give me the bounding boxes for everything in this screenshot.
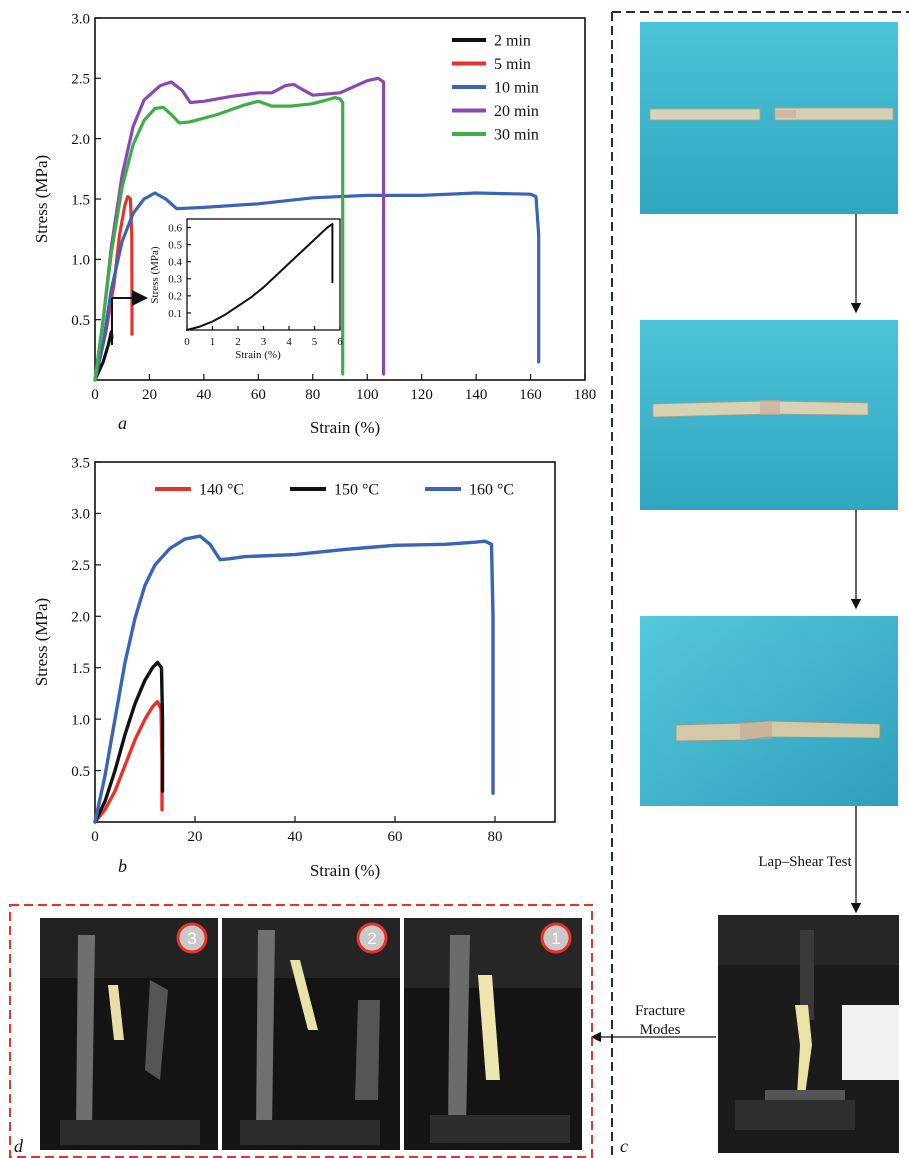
- legend-label: 2 min: [494, 33, 531, 50]
- legend-label: 20 min: [494, 103, 539, 120]
- y-tick-label: 3.0: [71, 11, 90, 27]
- legend-label: 30 min: [494, 127, 539, 144]
- chart-a-xlabel: Strain (%): [310, 418, 380, 437]
- x-tick-label: 5: [312, 336, 318, 348]
- x-tick-label: 2: [235, 336, 241, 348]
- panel-label-b: b: [118, 856, 127, 876]
- inset-ylabel: Stress (MPa): [149, 246, 161, 303]
- y-tick-label: 0.5: [168, 239, 182, 251]
- legend-label: 5 min: [494, 56, 531, 73]
- y-tick-label: 1.0: [71, 253, 90, 269]
- panel-label-a: a: [118, 413, 127, 433]
- chart-b-lines: [93, 534, 495, 824]
- chart-a-lines: [93, 76, 541, 382]
- svg-text:2: 2: [367, 929, 376, 948]
- y-tick-label: 0.2: [168, 291, 182, 303]
- legend-label: 10 min: [494, 80, 539, 97]
- series-line-20-min: [93, 76, 386, 382]
- series-line-30-min: [93, 96, 345, 382]
- y-tick-label: 0.4: [168, 257, 182, 269]
- chart-b-ticks: 0 20 40 60 80 0.5 1.0 1.5 2.0 2.5 3.0 3.5: [71, 455, 502, 845]
- x-tick-label: 20: [188, 829, 203, 845]
- x-tick-label: 0: [91, 829, 99, 845]
- x-tick-label: 20: [142, 387, 157, 403]
- y-tick-label: 2.5: [71, 558, 90, 574]
- x-tick-label: 160: [519, 387, 542, 403]
- y-tick-label: 1.0: [71, 712, 90, 728]
- inset-xlabel: Strain (%): [235, 349, 281, 361]
- x-tick-label: 120: [410, 387, 433, 403]
- fracture-photo-2: [222, 918, 400, 1150]
- photo-bonded-strips: [640, 616, 898, 806]
- step-badge-1: 1: [540, 922, 572, 954]
- panel-d: 3 2 1 d: [9, 904, 593, 1158]
- x-tick-label: 1: [210, 336, 216, 348]
- legend-label: 150 °C: [334, 482, 379, 499]
- chart-a-ticks: 0 20 40 60 80 100 120 140 160 1800.51.01.52.02.53…: [71, 11, 596, 403]
- photo-separated-strips: [640, 22, 898, 214]
- chart-b: 0 20 40 60 80 0.5 1.0 1.5 2.0 2.5 3.0 3.5 140 °C 150…: [32, 455, 556, 880]
- svg-text:3: 3: [187, 929, 196, 948]
- x-tick-label: 6: [337, 336, 343, 348]
- x-tick-label: 140: [465, 387, 488, 403]
- chart-a-ylabel: Stress (MPa): [32, 155, 51, 243]
- photo-test-machine: [718, 915, 899, 1153]
- chart-a: 0 20 40 60 80 100 120 140 160 1800.51.01.52.02.53…: [32, 11, 596, 437]
- x-tick-label: 60: [251, 387, 266, 403]
- chart-b-frame: [94, 461, 556, 823]
- x-tick-label: 60: [388, 829, 403, 845]
- y-tick-label: 1.5: [71, 661, 90, 677]
- legend-label: 140 °C: [199, 482, 244, 499]
- panel-label-d: d: [14, 1136, 24, 1156]
- panel-label-c: c: [620, 1136, 628, 1156]
- x-tick-label: 180: [574, 387, 597, 403]
- x-tick-label: 0: [184, 336, 190, 348]
- y-tick-label: 3.5: [71, 455, 90, 471]
- y-tick-label: 3.0: [71, 507, 90, 523]
- fracture-label-line2: Modes: [640, 1022, 681, 1038]
- series-line-10-min: [93, 191, 541, 382]
- x-tick-label: 4: [286, 336, 292, 348]
- step-badge-3: 3: [176, 922, 208, 954]
- inset-lines: [186, 223, 334, 331]
- y-tick-label: 2.5: [71, 72, 90, 88]
- x-tick-label: 0: [91, 387, 99, 403]
- chart-b-xlabel: Strain (%): [310, 861, 380, 880]
- lap-shear-label: Lap–Shear Test: [758, 854, 852, 870]
- svg-text:1: 1: [551, 929, 560, 948]
- y-tick-label: 2.0: [71, 132, 90, 148]
- x-tick-label: 40: [288, 829, 303, 845]
- y-tick-label: 0.3: [168, 274, 182, 286]
- y-tick-label: 0.1: [168, 308, 182, 320]
- chart-b-legend: 140 °C 150 °C 160 °C: [155, 482, 514, 499]
- series-line-150-c: [93, 660, 165, 824]
- x-tick-label: 80: [305, 387, 320, 403]
- series-line-2-min: [186, 223, 334, 331]
- panel-d-dashed-border: [9, 904, 593, 1158]
- panel-c: Lap–Shear Test Fracture Modes c: [590, 11, 909, 1158]
- y-tick-label: 1.5: [71, 192, 90, 208]
- x-tick-label: 100: [356, 387, 379, 403]
- step-badge-2: 2: [356, 922, 388, 954]
- chart-a-legend: 2 min 5 min 10 min 20 min 30 min: [452, 33, 539, 144]
- y-tick-label: 0.6: [168, 222, 182, 234]
- fracture-label-line1: Fracture: [635, 1003, 685, 1019]
- chart-b-ylabel: Stress (MPa): [32, 598, 51, 686]
- photo-overlapped-strips: [640, 320, 898, 510]
- x-tick-label: 3: [261, 336, 267, 348]
- y-tick-label: 0.5: [71, 764, 90, 780]
- x-tick-label: 40: [196, 387, 211, 403]
- x-tick-label: 80: [488, 829, 503, 845]
- legend-label: 160 °C: [469, 482, 514, 499]
- y-tick-label: 2.0: [71, 610, 90, 626]
- series-line-160-c: [93, 534, 495, 824]
- inset-frame: [186, 218, 341, 331]
- y-tick-label: 0.5: [71, 313, 90, 329]
- inset-ticks: 0 1 2 3 4 5 6 0.1 0.2 0.3 0.4 0.5 0.6: [168, 222, 343, 348]
